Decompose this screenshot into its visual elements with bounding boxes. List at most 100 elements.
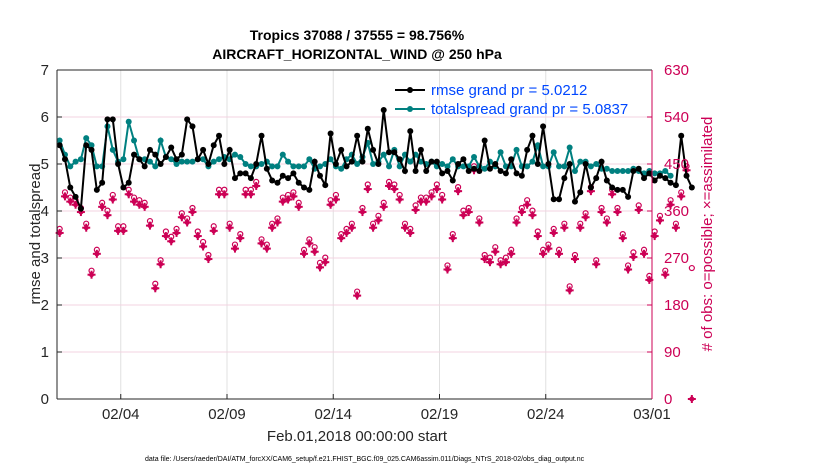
totalspread-point: [301, 163, 308, 170]
legend-label-rmse: rmse grand pr = 5.0212: [431, 82, 587, 99]
rmse-point: [99, 179, 106, 186]
rmse-point: [247, 175, 254, 182]
obs-assimilated-marker: [289, 192, 298, 201]
obs-assimilated-marker: [177, 213, 186, 222]
rmse-point: [157, 161, 164, 167]
rmse-point: [125, 179, 132, 186]
obs-assimilated-marker: [581, 213, 590, 222]
y2-tick-label: 90: [664, 344, 681, 361]
footnote: data file: /Users/raeder/DAI/ATM_forcXX/…: [145, 456, 585, 463]
totalspread-point: [67, 163, 74, 170]
rmse-point: [603, 177, 610, 184]
obs-marker-dot: [126, 191, 132, 197]
rmse-point: [370, 146, 377, 153]
obs-marker-dot: [492, 249, 498, 255]
obs-marker-dot: [391, 186, 397, 192]
obs-assimilated-marker: [565, 286, 574, 295]
x-tick-label: 02/24: [527, 406, 565, 423]
y-tick-label: 7: [41, 62, 49, 79]
rmse-point: [269, 177, 276, 184]
obs-marker-dot: [62, 193, 68, 199]
totalspread-point: [471, 153, 478, 160]
totalspread-point: [444, 163, 451, 170]
obs-assimilated-marker: [555, 249, 564, 258]
rmse-point: [93, 186, 100, 193]
obs-marker-dot: [306, 240, 312, 246]
obs-marker-dot: [402, 225, 408, 231]
obs-marker-dot: [248, 191, 254, 197]
rmse-point: [508, 156, 515, 163]
obs-assimilated-marker: [666, 200, 675, 209]
rmse-point: [83, 142, 90, 149]
totalspread-point: [566, 144, 573, 151]
obs-marker-dot: [264, 246, 270, 252]
totalspread-point: [614, 168, 621, 175]
obs-assimilated-marker: [411, 205, 420, 214]
obs-marker-dot: [89, 272, 95, 278]
totalspread-point: [279, 151, 286, 158]
totalspread-point: [109, 146, 116, 153]
obs-assimilated-marker: [661, 270, 670, 279]
y-tick-label: 5: [41, 156, 49, 173]
obs-marker-dot: [668, 202, 674, 208]
rmse-point: [162, 153, 169, 160]
obs-assimilated-marker: [209, 226, 218, 235]
totalspread-point: [200, 156, 207, 163]
obs-marker-dot: [407, 230, 413, 236]
obs-assimilated-marker: [602, 218, 611, 227]
rmse-point: [332, 161, 339, 167]
totalspread-point: [354, 161, 361, 167]
rmse-point: [136, 156, 143, 163]
obs-assimilated-marker: [544, 244, 553, 253]
obs-marker-dot: [625, 266, 631, 272]
obs-assimilated-marker: [400, 223, 409, 232]
obs-marker-dot: [482, 256, 488, 262]
rmse-point: [391, 149, 398, 156]
y-tick-label: 3: [41, 250, 49, 267]
y2-tick-label: 0: [664, 391, 672, 408]
obs-assimilated-marker: [156, 260, 165, 269]
obs-assimilated-marker: [454, 187, 463, 196]
obs-assimilated-marker: [374, 216, 383, 225]
rmse-point: [513, 170, 520, 177]
obs-marker-dot: [429, 193, 435, 199]
obs-marker-dot: [174, 230, 180, 236]
totalspread-point: [540, 163, 547, 170]
obs-marker-dot: [338, 235, 344, 241]
rmse-point: [375, 161, 382, 167]
totalspread-point: [306, 156, 313, 163]
totalspread-point: [83, 135, 90, 142]
rmse-point: [115, 161, 122, 167]
x-tick-label: 02/14: [314, 406, 352, 423]
totalspread-point: [386, 163, 393, 170]
obs-assimilated-marker: [252, 181, 261, 190]
totalspread-point: [237, 153, 244, 160]
totalspread-point: [258, 161, 265, 167]
obs-assimilated-marker: [613, 208, 622, 217]
rmse-point: [274, 179, 281, 186]
rmse-point: [486, 165, 493, 172]
obs-assimilated-marker: [491, 247, 500, 256]
rmse-point: [476, 168, 483, 175]
obs-marker-dot: [455, 188, 461, 194]
obs-marker-dot: [243, 191, 249, 197]
obs-marker-dot: [354, 293, 360, 299]
obs-marker-dot: [444, 266, 450, 272]
rmse-point: [428, 158, 435, 165]
rmse-point: [646, 170, 653, 177]
y-axis-label: rmse and totalspread: [27, 164, 44, 305]
rmse-point: [651, 177, 658, 184]
rmse-point: [311, 158, 318, 165]
rmse-point: [577, 189, 584, 196]
rmse-point: [412, 168, 419, 175]
obs-marker-dot: [678, 193, 684, 199]
totalspread-point: [157, 137, 164, 144]
totalspread-point: [216, 156, 223, 163]
rmse-point: [550, 196, 557, 203]
legend-marker-rmse: [407, 87, 413, 93]
totalspread-point: [93, 163, 100, 170]
rmse-point: [263, 165, 270, 172]
obs-marker-dot: [460, 212, 466, 218]
totalspread-point: [609, 168, 616, 175]
rmse-point: [571, 198, 578, 205]
